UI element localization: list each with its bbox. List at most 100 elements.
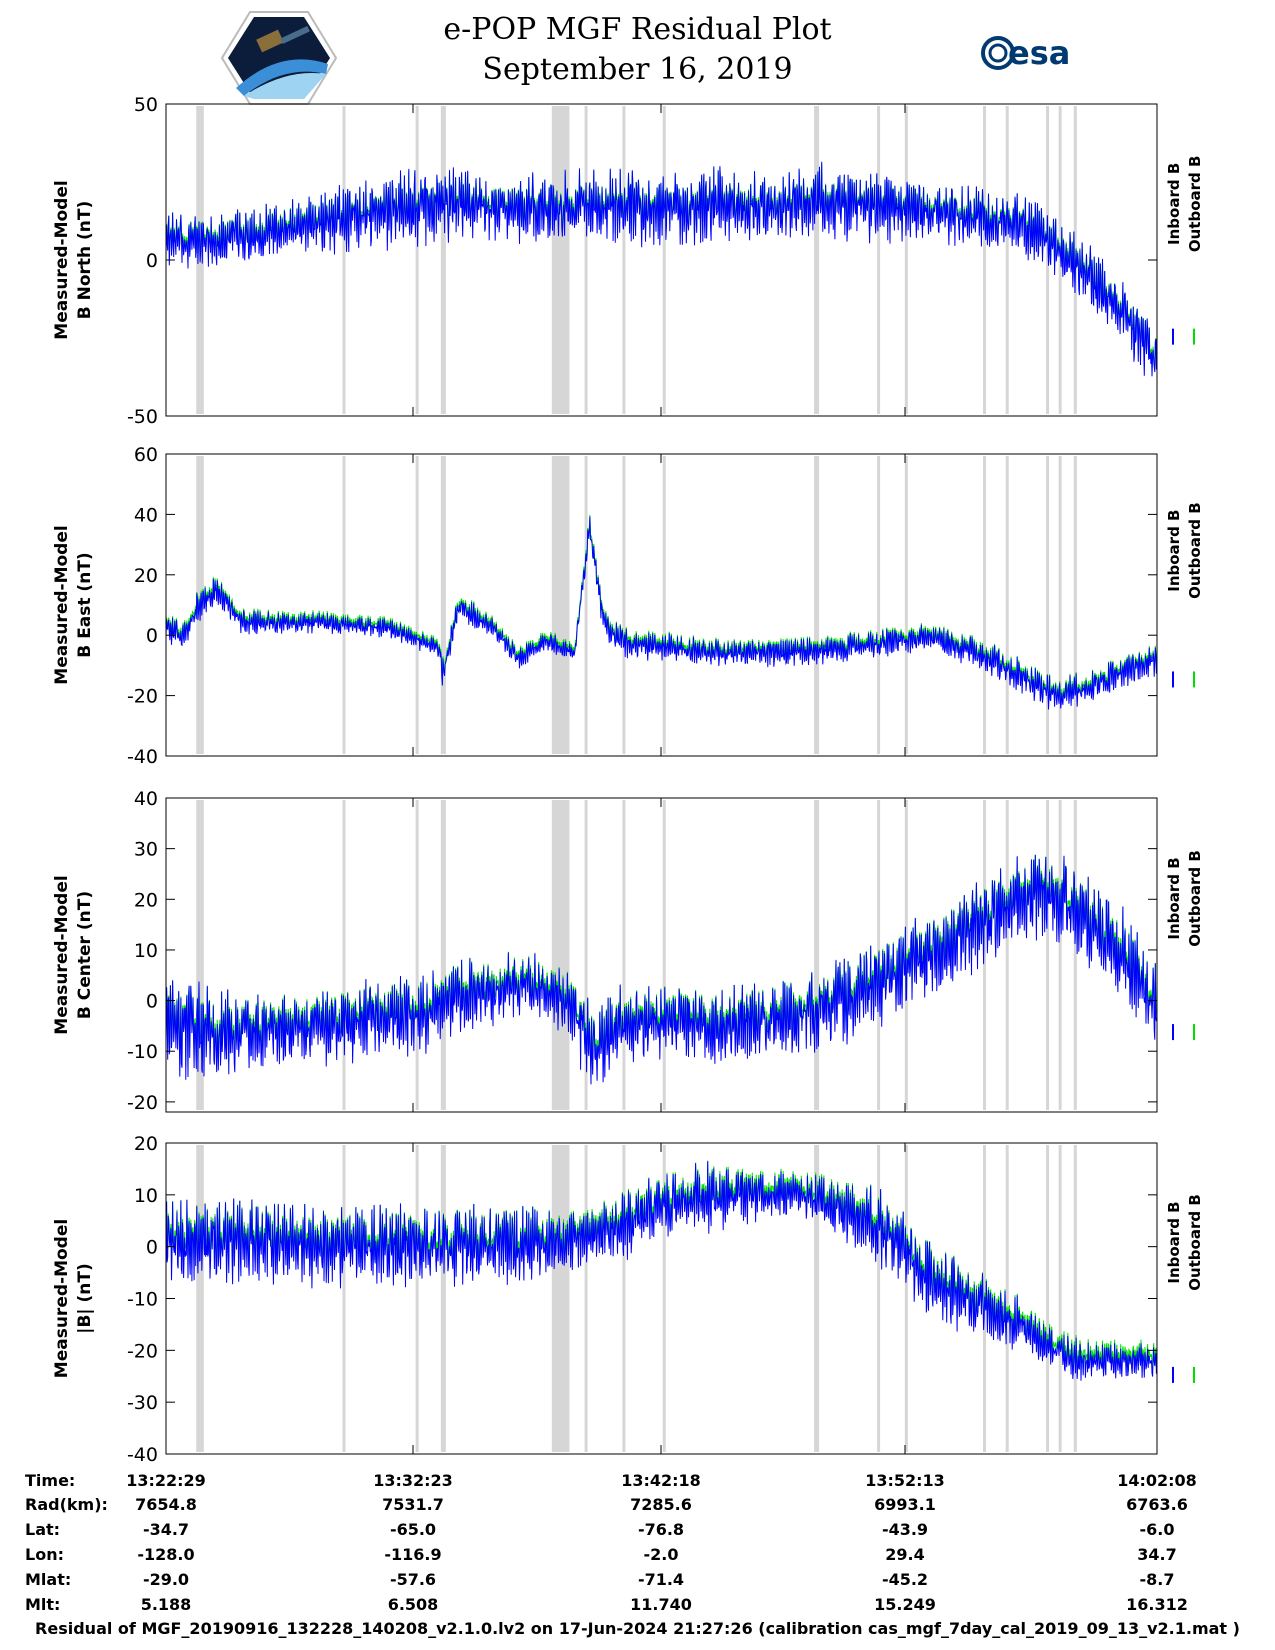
data-gap-band — [584, 456, 588, 754]
series-inboard-b-line — [166, 161, 1157, 377]
ephemeris-row-label: Lat: — [25, 1520, 60, 1539]
data-gap-band — [1046, 1145, 1050, 1452]
data-gap-band — [415, 106, 419, 414]
data-gap-band — [1005, 1145, 1009, 1452]
y-tick-label: 0 — [146, 250, 158, 272]
data-gap-band — [814, 1145, 820, 1452]
y-tick-label: 50 — [134, 94, 158, 116]
data-gap-band — [1046, 456, 1050, 754]
data-gap-band — [877, 1145, 881, 1452]
series-inboard-b-line — [166, 516, 1157, 710]
y-tick-label: -20 — [127, 1340, 158, 1362]
y-tick-label: 20 — [134, 565, 158, 587]
data-gap-band — [440, 106, 446, 414]
ephemeris-value: 29.4 — [885, 1545, 924, 1564]
ephemeris-row-label: Time: — [25, 1471, 75, 1490]
y-tick-label: 10 — [134, 1185, 158, 1207]
ephemeris-value: 15.249 — [874, 1595, 936, 1614]
ephemeris-value: -29.0 — [143, 1570, 189, 1589]
ephemeris-value: 7654.8 — [135, 1495, 197, 1514]
data-gap-band — [904, 106, 908, 414]
data-gap-band — [342, 800, 346, 1110]
data-gap-band — [877, 456, 881, 754]
data-gap-band — [1073, 456, 1077, 754]
data-gap-band — [1005, 456, 1009, 754]
ephemeris-value: -45.2 — [882, 1570, 928, 1589]
data-gap-band — [904, 456, 908, 754]
chart-panel-3: -20 -10 0 10 20 30 40 Measured-Model B Center (n… — [52, 788, 1204, 1114]
data-gap-band — [983, 456, 987, 754]
ephemeris-value: -8.7 — [1140, 1570, 1175, 1589]
y-axis-label: Measured-Model — [52, 525, 72, 684]
y-axis-label: B Center (nT) — [75, 891, 95, 1019]
ephemeris-value: -116.9 — [384, 1545, 441, 1564]
y-tick-label: 10 — [134, 940, 158, 962]
data-gap-band — [662, 1145, 666, 1452]
data-gap-band — [415, 1145, 419, 1452]
legend-entry-outboard-b: Outboard B — [1186, 850, 1204, 947]
data-gap-band — [1046, 800, 1050, 1110]
y-tick-label: -50 — [127, 406, 158, 428]
ephemeris-value: -65.0 — [390, 1520, 436, 1539]
data-gap-band — [584, 1145, 588, 1452]
ephemeris-value: -34.7 — [143, 1520, 189, 1539]
ephemeris-value: -71.4 — [638, 1570, 684, 1589]
ephemeris-row-label: Mlat: — [25, 1570, 71, 1589]
data-gap-band — [904, 800, 908, 1110]
y-tick-label: -20 — [127, 1092, 158, 1114]
data-gap-band — [662, 106, 666, 414]
ephemeris-row-label: Rad(km): — [25, 1495, 108, 1514]
data-gap-band — [342, 456, 346, 754]
y-tick-label: -40 — [127, 746, 158, 768]
y-axis-label: B North (nT) — [75, 201, 95, 320]
data-gap-band — [983, 106, 987, 414]
legend-entry-inboard-b: Inboard B — [1165, 1201, 1183, 1283]
ephemeris-value: 7285.6 — [630, 1495, 692, 1514]
data-gap-band — [342, 106, 346, 414]
series-inboard-b-line — [166, 1161, 1157, 1381]
ephemeris-value: -128.0 — [137, 1545, 194, 1564]
data-gap-band — [196, 800, 204, 1110]
y-tick-label: -10 — [127, 1041, 158, 1063]
ephemeris-value: -57.6 — [390, 1570, 436, 1589]
y-tick-label: 20 — [134, 1133, 158, 1155]
legend: Inboard B Outboard B — [1165, 156, 1204, 345]
ephemeris-value: 5.188 — [141, 1595, 192, 1614]
ephemeris-row-label: Mlt: — [25, 1595, 60, 1614]
legend-entry-inboard-b: Inboard B — [1165, 163, 1183, 245]
data-gap-band — [551, 800, 570, 1110]
y-axis-label: B East (nT) — [75, 552, 95, 657]
y-axis-label: Measured-Model — [52, 875, 72, 1034]
data-gap-band — [1073, 800, 1077, 1110]
x-tick-label-time: 13:22:29 — [126, 1471, 206, 1490]
data-gap-band — [1058, 456, 1062, 754]
ephemeris-value: 34.7 — [1137, 1545, 1176, 1564]
data-gap-band — [584, 800, 588, 1110]
esa-logo-text: esa — [1008, 34, 1070, 72]
y-tick-label: 40 — [134, 504, 158, 526]
y-axis-label: Measured-Model — [52, 180, 72, 339]
ephemeris-value: -76.8 — [638, 1520, 684, 1539]
x-tick-label-time: 13:42:18 — [621, 1471, 701, 1490]
y-tick-label: 40 — [134, 788, 158, 810]
chart-subtitle: September 16, 2019 — [482, 52, 793, 87]
data-gap-band — [983, 800, 987, 1110]
data-gap-band — [814, 800, 820, 1110]
legend: Inboard B Outboard B — [1165, 850, 1204, 1041]
data-gap-band — [1005, 800, 1009, 1110]
data-gap-band — [814, 106, 820, 414]
data-gap-band — [551, 106, 570, 414]
y-tick-label: -20 — [127, 686, 158, 708]
y-tick-label: -40 — [127, 1444, 158, 1466]
y-tick-label: 0 — [146, 1237, 158, 1259]
footer-caption: Residual of MGF_20190916_132228_140208_v… — [35, 1619, 1240, 1638]
ephemeris-value: 6763.6 — [1126, 1495, 1188, 1514]
ephemeris-table: Time: Rad(km): Lat: Lon: Mlat: Mlt: 13:22:29 76… — [25, 1471, 1197, 1614]
data-gap-band — [622, 800, 626, 1110]
y-tick-label: -30 — [127, 1392, 158, 1414]
chart-panel-1: -50 0 50 Measured-Model B North (nT) Inboard … — [52, 94, 1204, 428]
data-gap-band — [877, 106, 881, 414]
data-gap-band — [584, 106, 588, 414]
data-gap-band — [415, 800, 419, 1110]
data-gap-band — [440, 456, 446, 754]
